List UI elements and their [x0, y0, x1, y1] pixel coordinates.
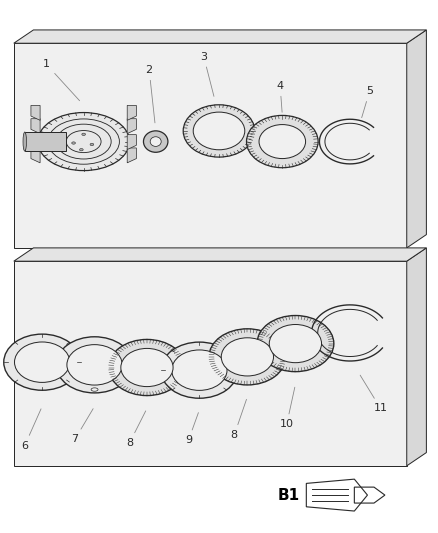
Ellipse shape	[109, 340, 185, 395]
Ellipse shape	[14, 342, 70, 382]
Ellipse shape	[269, 325, 321, 362]
Ellipse shape	[161, 342, 238, 398]
Ellipse shape	[247, 116, 318, 168]
Text: 10: 10	[280, 387, 295, 430]
Ellipse shape	[221, 338, 273, 376]
Ellipse shape	[193, 112, 245, 150]
Ellipse shape	[91, 388, 98, 391]
Ellipse shape	[259, 125, 306, 159]
Text: 7: 7	[71, 409, 93, 445]
Ellipse shape	[67, 345, 122, 385]
Polygon shape	[31, 148, 40, 163]
Ellipse shape	[80, 149, 83, 151]
Ellipse shape	[257, 316, 334, 372]
Text: 6: 6	[21, 409, 41, 451]
Ellipse shape	[82, 133, 85, 135]
Polygon shape	[31, 135, 40, 150]
Polygon shape	[127, 135, 136, 150]
Ellipse shape	[209, 329, 286, 385]
Text: 3: 3	[200, 52, 214, 96]
Ellipse shape	[23, 132, 26, 151]
Text: 5: 5	[362, 86, 373, 118]
Polygon shape	[14, 30, 426, 43]
Polygon shape	[407, 248, 426, 466]
Ellipse shape	[121, 349, 173, 386]
Ellipse shape	[72, 142, 75, 144]
Polygon shape	[14, 261, 407, 466]
Polygon shape	[407, 30, 426, 248]
Ellipse shape	[56, 337, 133, 393]
Text: 2: 2	[145, 65, 155, 123]
Polygon shape	[14, 248, 426, 261]
Polygon shape	[127, 106, 136, 120]
Text: 8: 8	[231, 399, 247, 440]
Polygon shape	[25, 132, 66, 151]
Polygon shape	[14, 43, 407, 248]
Text: 1: 1	[43, 60, 80, 101]
Ellipse shape	[183, 105, 255, 157]
Text: 4: 4	[276, 81, 284, 112]
Ellipse shape	[172, 350, 227, 390]
Ellipse shape	[150, 137, 161, 147]
Polygon shape	[127, 119, 136, 134]
Polygon shape	[31, 106, 40, 120]
Ellipse shape	[38, 112, 130, 171]
Polygon shape	[127, 148, 136, 163]
Text: 9: 9	[185, 413, 198, 446]
Ellipse shape	[4, 334, 81, 390]
Text: 11: 11	[360, 375, 388, 414]
Polygon shape	[31, 119, 40, 134]
Text: 8: 8	[126, 411, 146, 448]
Text: B1: B1	[278, 488, 300, 503]
Ellipse shape	[144, 131, 168, 152]
Ellipse shape	[90, 143, 94, 146]
